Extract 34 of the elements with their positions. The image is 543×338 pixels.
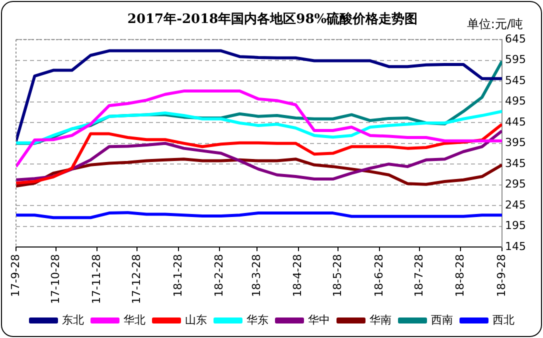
y-tick-label: 245 <box>505 198 526 212</box>
legend-label: 华南 <box>370 313 392 326</box>
x-tick-label: 18-6-28 <box>372 254 386 298</box>
y-axis-title: 单位:元/吨 <box>466 16 523 33</box>
y-tick-label: 445 <box>505 115 526 128</box>
y-tick-label: 295 <box>505 178 526 191</box>
chart-title: 2017年-2018年国内各地区98%硫酸价格走势图 <box>127 11 418 28</box>
legend-label: 华东 <box>246 313 268 326</box>
x-tick-label: 18-4-28 <box>291 254 304 298</box>
y-tick-label: 645 <box>505 32 526 46</box>
x-tick-label: 18-3-28 <box>250 254 263 298</box>
y-tick-label: 395 <box>505 136 526 150</box>
y-tick-label: 595 <box>505 53 526 66</box>
legend-label: 东北 <box>62 313 84 326</box>
x-tick-label: 18-2-28 <box>212 254 226 298</box>
legend-label: 西南 <box>431 313 453 326</box>
x-tick-label: 17-11-28 <box>90 254 104 304</box>
x-tick-label: 18-7-28 <box>412 254 426 298</box>
x-tick-label: 18-1-28 <box>171 254 184 298</box>
x-tick-label: 17-12-28 <box>130 254 144 304</box>
legend-label: 华北 <box>124 313 146 326</box>
y-tick-label: 145 <box>505 240 526 253</box>
x-tick-label: 18-8-28 <box>454 254 467 298</box>
legend-label: 华中 <box>308 313 330 326</box>
y-tick-label: 195 <box>505 219 526 232</box>
x-tick-label: 17-10-28 <box>48 254 62 304</box>
y-tick-label: 495 <box>505 94 526 108</box>
x-tick-label: 18-9-28 <box>494 254 508 298</box>
legend-label: 西北 <box>492 313 514 326</box>
y-tick-label: 345 <box>505 156 526 170</box>
x-tick-label: 18-5-28 <box>331 254 344 298</box>
y-tick-label: 545 <box>505 74 526 87</box>
legend-label: 山东 <box>185 313 207 326</box>
x-tick-label: 17-9-28 <box>8 254 22 298</box>
